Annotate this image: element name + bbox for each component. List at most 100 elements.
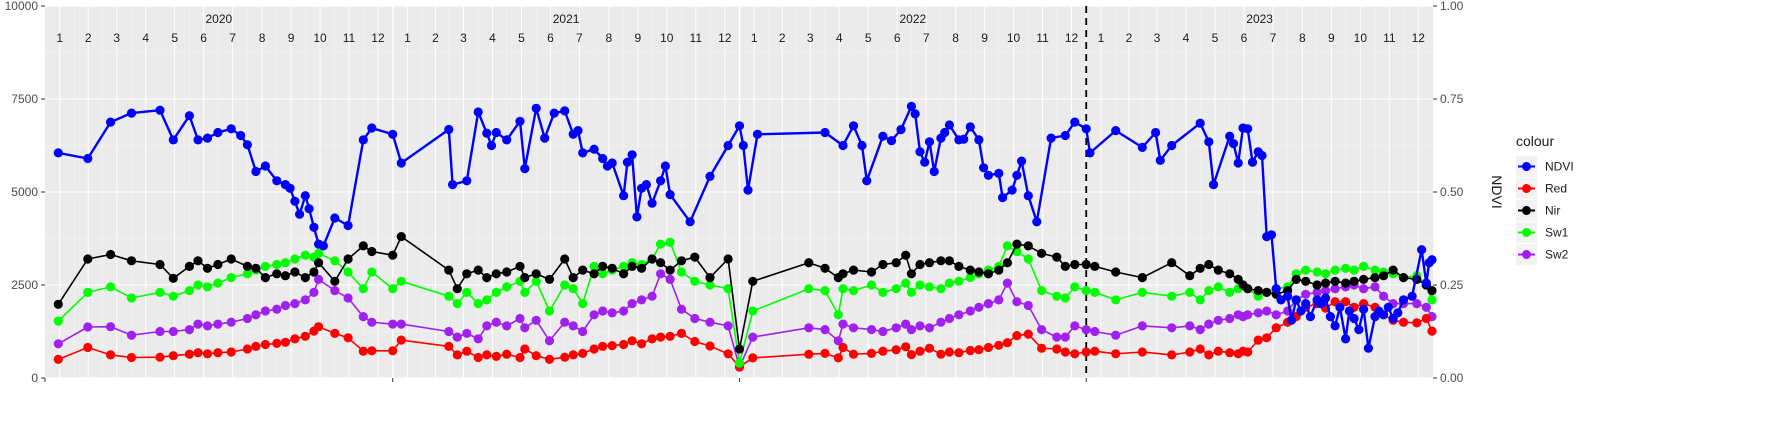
red-point — [1262, 333, 1272, 343]
nir-point — [665, 265, 675, 275]
ndvi-point — [444, 124, 454, 135]
nir-point — [184, 261, 194, 271]
ndvi-point — [520, 164, 530, 174]
nir-point — [462, 269, 472, 279]
red-point — [607, 341, 617, 351]
nir-point — [619, 269, 629, 279]
sw2-point — [1271, 310, 1281, 320]
red-point — [126, 352, 137, 363]
ndvi-point — [998, 193, 1008, 203]
sw2-point — [1301, 289, 1311, 299]
nir-point — [309, 267, 319, 277]
sw1-point — [598, 269, 608, 279]
sw2-point — [1002, 278, 1013, 288]
legend-label: Sw1 — [1545, 226, 1569, 240]
sw2-point — [1312, 287, 1322, 297]
red-point — [462, 346, 472, 356]
ndvi-point — [1330, 321, 1340, 331]
red-point — [226, 347, 236, 357]
legend-item-nir: Nir — [1516, 200, 1560, 221]
red-point — [983, 342, 994, 353]
sw1-point — [330, 256, 340, 266]
red-point — [83, 342, 93, 353]
sw2-point — [804, 323, 814, 333]
red-point — [804, 349, 814, 359]
red-point — [300, 331, 310, 341]
sw2-point — [723, 321, 733, 331]
ndvi-point — [1286, 315, 1296, 325]
series-sw2 — [53, 269, 1437, 372]
month-label: 11 — [343, 31, 356, 45]
ndvi-point — [862, 176, 872, 186]
sw1-point — [1081, 286, 1091, 296]
red-point — [748, 353, 758, 363]
sw1-point — [396, 276, 406, 286]
red-point — [965, 345, 975, 356]
legend-key-point — [1522, 162, 1531, 171]
nir-point — [83, 254, 93, 264]
ndvi-point — [1421, 278, 1431, 288]
nir-point — [1090, 261, 1100, 271]
red-point — [1271, 323, 1281, 333]
month-label: 9 — [981, 31, 988, 45]
month-label: 3 — [113, 31, 120, 45]
sw2-point — [520, 323, 530, 333]
month-label: 6 — [1241, 31, 1248, 45]
red-point — [568, 350, 578, 360]
month-label: 11 — [1383, 31, 1396, 45]
sw1-point — [936, 284, 946, 294]
nir-point — [1111, 267, 1121, 277]
sw1-point — [520, 287, 530, 297]
red-point — [193, 348, 203, 358]
sw2-point — [924, 323, 935, 333]
sw2-point — [936, 317, 946, 327]
ndvi-point — [396, 158, 406, 168]
sw2-point — [444, 326, 454, 337]
sw2-point — [1321, 286, 1331, 296]
ndvi-point — [1427, 255, 1437, 265]
sw2-point — [915, 321, 925, 331]
ndvi-point — [106, 117, 116, 127]
ndvi-point — [573, 126, 583, 136]
sw1-point — [226, 273, 236, 283]
ndvi-point — [857, 140, 867, 151]
sw2-point — [891, 323, 901, 333]
ndvi-point — [589, 144, 599, 154]
ndvi-point — [304, 204, 314, 214]
nir-point — [607, 263, 617, 273]
red-point — [1111, 349, 1121, 359]
nir-point — [901, 250, 911, 260]
nir-point — [155, 259, 165, 270]
sw2-point — [833, 336, 843, 346]
red-point — [1167, 350, 1177, 360]
ndvi-point — [300, 191, 310, 201]
sw1-point — [1330, 265, 1340, 275]
nir-point — [300, 273, 310, 283]
red-point — [242, 344, 252, 354]
nir-point — [690, 252, 700, 262]
nir-point — [748, 276, 758, 286]
red-point — [1225, 348, 1235, 358]
legend-key-point — [1522, 228, 1531, 237]
nir-point — [213, 259, 223, 270]
ndvi-point — [1204, 137, 1214, 147]
nir-point — [637, 263, 647, 273]
nir-point — [1321, 278, 1331, 288]
ndvi-point — [965, 122, 975, 132]
red-point — [1427, 326, 1437, 336]
ndvi-point — [1341, 334, 1351, 344]
nir-point — [627, 261, 637, 271]
red-point — [723, 349, 733, 359]
ndvi-point — [502, 135, 512, 145]
sw2-point — [502, 321, 512, 331]
y-left-tick-label: 7500 — [11, 92, 38, 106]
year-label: 2020 — [206, 12, 233, 26]
ndvi-point — [910, 109, 920, 119]
ndvi-point — [202, 133, 213, 143]
sw2-point — [1195, 325, 1205, 335]
red-point — [833, 353, 843, 363]
legend-key-point — [1522, 206, 1531, 215]
ndvi-point — [929, 166, 939, 177]
red-point — [906, 350, 917, 360]
